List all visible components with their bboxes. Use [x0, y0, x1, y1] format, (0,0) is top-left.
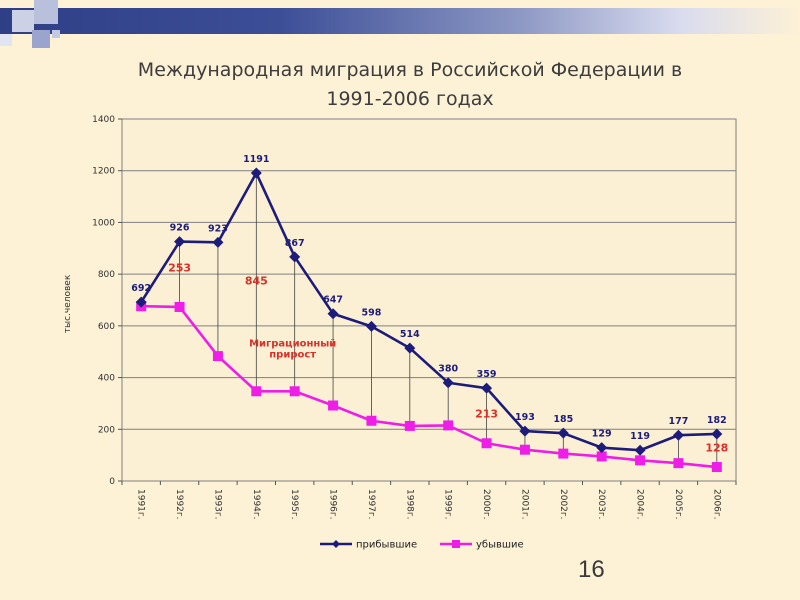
departures-point — [366, 415, 377, 426]
arrivals-point — [557, 427, 569, 439]
net-gain-label: 128 — [705, 441, 728, 454]
departures-point — [558, 448, 569, 459]
arrivals-point — [519, 425, 531, 437]
x-tick-label: 2005г. — [673, 489, 683, 520]
net-gain-label: 213 — [475, 408, 498, 421]
net-gain-caption: Миграционный — [249, 339, 336, 350]
arrivals-point — [404, 342, 416, 354]
decor-square — [12, 10, 34, 32]
arrivals-point — [481, 382, 493, 394]
arrivals-data-label: 193 — [515, 412, 535, 423]
departures-point — [519, 444, 530, 455]
decor-square — [34, 0, 58, 24]
arrivals-point — [250, 167, 262, 179]
legend-departures-label: убывшие — [476, 540, 524, 551]
departures-point — [443, 420, 454, 431]
arrivals-data-label: 185 — [553, 414, 573, 425]
arrivals-point — [711, 428, 723, 440]
departures-point — [673, 458, 684, 469]
net-gain-caption: прирост — [269, 350, 316, 361]
arrivals-data-label: 1191 — [243, 154, 269, 165]
x-tick-label: 1996г. — [328, 489, 338, 520]
arrivals-point — [135, 296, 147, 308]
x-tick-label: 1992г. — [174, 489, 184, 520]
y-tick-label: 0 — [109, 477, 115, 487]
departures-point — [596, 451, 607, 462]
x-tick-label: 1999г. — [443, 489, 453, 520]
arrivals-data-label: 129 — [592, 429, 612, 440]
departures-point — [481, 438, 492, 449]
x-tick-label: 2000г. — [481, 489, 491, 520]
departures-line — [141, 304, 717, 469]
departures-point — [212, 351, 223, 362]
y-tick-label: 800 — [98, 270, 115, 280]
arrivals-data-label: 926 — [170, 223, 190, 234]
decor-square — [32, 30, 50, 48]
arrivals-point — [634, 444, 646, 456]
arrivals-data-label: 514 — [400, 329, 420, 340]
slide-title: Международная миграция в Российской Феде… — [100, 56, 720, 114]
departures-point — [174, 301, 185, 312]
departures-point — [251, 386, 262, 397]
arrivals-data-label: 692 — [131, 283, 151, 294]
arrivals-point — [327, 308, 339, 320]
slide-title-line-1: Международная миграция в Российской Феде… — [137, 59, 683, 81]
x-tick-label: 1995г. — [289, 489, 299, 520]
arrivals-data-label: 182 — [707, 415, 727, 426]
x-tick-label: 2006г. — [711, 489, 721, 520]
y-axis-title: тыс.человек — [63, 274, 73, 333]
arrivals-data-label: 177 — [669, 416, 689, 427]
legend-departures-marker — [452, 540, 460, 548]
arrivals-data-label: 867 — [285, 238, 305, 249]
x-tick-label: 1993г. — [212, 489, 222, 520]
x-tick-label: 1991г. — [136, 489, 146, 520]
arrivals-point — [442, 377, 454, 389]
slide-title-line-2: 1991-2006 годах — [326, 88, 494, 110]
departures-point — [635, 455, 646, 466]
x-tick-label: 1997г. — [366, 489, 376, 520]
departures-point — [711, 462, 722, 473]
x-tick-label: 1994г. — [251, 489, 261, 520]
x-tick-label: 1998г. — [404, 489, 414, 520]
arrivals-data-label: 647 — [323, 295, 343, 306]
x-tick-label: 2004г. — [635, 489, 645, 520]
plot-area — [121, 118, 737, 482]
net-gain-label: 845 — [245, 274, 268, 287]
y-tick-label: 200 — [98, 425, 115, 435]
arrivals-point — [365, 320, 377, 332]
x-tick-label: 2001г. — [519, 489, 529, 520]
legend-arrivals-marker — [332, 540, 340, 548]
departures-point — [289, 386, 300, 397]
decor-square — [0, 34, 12, 46]
arrivals-line — [140, 171, 717, 452]
departures-point — [328, 400, 339, 411]
y-tick-label: 1200 — [92, 167, 115, 177]
x-tick-label: 2002г. — [558, 489, 568, 520]
x-tick-label: 2003г. — [596, 489, 606, 520]
arrivals-point — [596, 442, 608, 454]
arrivals-point — [289, 251, 301, 263]
y-tick-label: 600 — [98, 322, 115, 332]
arrivals-point — [212, 236, 224, 248]
arrivals-data-label: 598 — [362, 307, 382, 318]
arrivals-data-label: 119 — [630, 431, 650, 442]
y-tick-label: 1400 — [92, 115, 115, 125]
decor-square — [52, 30, 60, 38]
arrivals-data-label: 359 — [477, 369, 497, 380]
arrivals-point — [174, 236, 186, 248]
arrivals-point — [672, 429, 684, 441]
y-tick-label: 400 — [98, 374, 115, 384]
page-number: 16 — [578, 556, 605, 583]
legend-arrivals-label: прибывшие — [356, 540, 417, 551]
arrivals-data-label: 380 — [438, 364, 458, 375]
y-tick-label: 1000 — [92, 218, 115, 228]
title-bar-decoration — [0, 8, 800, 34]
net-gain-label: 253 — [168, 262, 191, 275]
departures-point — [404, 420, 415, 431]
arrivals-data-label: 923 — [208, 223, 228, 234]
